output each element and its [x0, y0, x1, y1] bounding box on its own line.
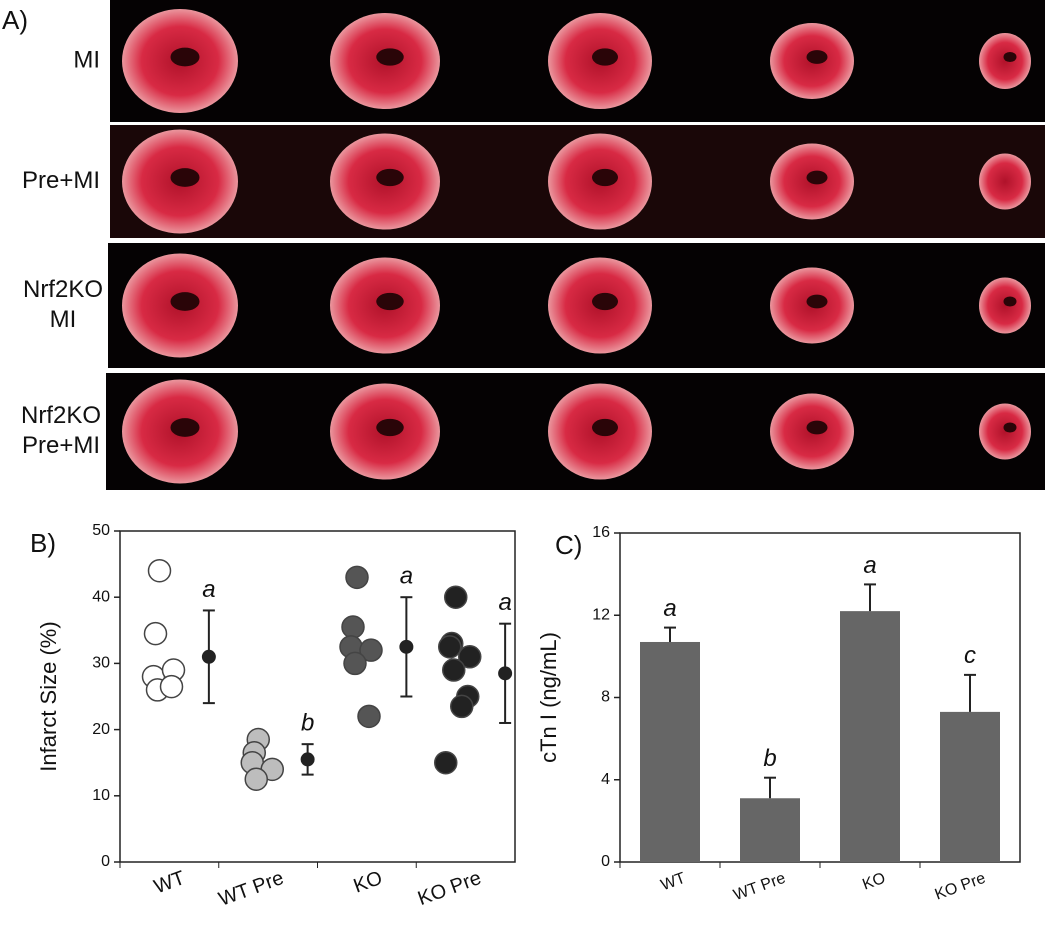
heart-slice [979, 277, 1031, 334]
data-point [442, 658, 466, 682]
lumen [592, 418, 618, 437]
lumen [376, 48, 404, 66]
row-label: Pre+MI [22, 167, 100, 194]
bar [740, 798, 800, 862]
y-tick-label: 20 [92, 721, 110, 738]
x-tick-label: WT [151, 867, 188, 898]
annotation: a [498, 589, 511, 616]
y-tick-label: 12 [592, 606, 610, 623]
data-point [147, 558, 172, 583]
lumen [806, 50, 828, 64]
y-axis-label: Infarct Size (%) [36, 621, 61, 771]
annotation: a [400, 563, 413, 590]
y-tick-label: 50 [92, 522, 110, 539]
row-label: Nrf2KO [21, 402, 101, 429]
row-label: Pre+MI [22, 432, 100, 459]
row-label: MI [50, 306, 77, 333]
y-tick-label: 30 [92, 655, 110, 672]
lumen [376, 418, 404, 437]
lumen [170, 47, 200, 67]
mean-marker [399, 639, 414, 654]
heart-slice [979, 153, 1031, 210]
x-tick-label: KO Pre [415, 867, 484, 910]
lumen [170, 292, 200, 311]
lumen [592, 168, 618, 187]
lumen [170, 418, 200, 437]
data-point [343, 651, 367, 676]
lumen [376, 292, 404, 311]
y-tick-label: 0 [101, 853, 110, 870]
data-point [444, 585, 468, 609]
annotation: a [663, 595, 676, 622]
lumen [1003, 296, 1017, 307]
lumen [806, 294, 828, 309]
y-axis-label: cTn I (ng/mL) [536, 632, 561, 763]
x-tick-label: KO [351, 867, 386, 898]
x-tick-label: KO [860, 870, 888, 894]
data-point [345, 565, 369, 590]
data-point [438, 635, 462, 659]
y-tick-label: 16 [592, 524, 610, 541]
x-tick-label: WT Pre [216, 867, 287, 911]
y-tick-label: 10 [92, 787, 110, 804]
lumen [806, 170, 828, 185]
x-tick-label: WT [659, 870, 688, 895]
mean-marker [498, 666, 513, 681]
lumen [170, 168, 200, 187]
lumen [1003, 51, 1017, 63]
mean-marker [300, 752, 315, 767]
panel-label: B) [30, 528, 56, 558]
annotation: c [964, 642, 976, 669]
x-tick-label: KO Pre [933, 870, 988, 904]
bar [940, 711, 1000, 862]
bar [840, 611, 900, 862]
data-point [143, 621, 168, 646]
data-point [434, 750, 458, 775]
lumen [376, 168, 404, 187]
y-tick-label: 40 [92, 588, 110, 605]
y-tick-label: 0 [601, 853, 610, 870]
lumen [592, 292, 618, 311]
heart-slice [979, 403, 1031, 460]
panel-label: A) [2, 5, 28, 35]
data-point [458, 645, 482, 669]
heart-slice [979, 33, 1031, 89]
data-point [341, 615, 365, 639]
bar [640, 641, 700, 862]
row-label: Nrf2KO [23, 276, 103, 303]
data-point [159, 674, 184, 699]
data-point [244, 767, 268, 791]
annotation: b [763, 745, 776, 772]
lumen [592, 48, 618, 66]
x-tick-label: WT Pre [731, 870, 788, 904]
y-tick-label: 8 [601, 689, 610, 706]
annotation: b [301, 710, 314, 737]
y-tick-label: 4 [601, 771, 610, 788]
row-label: MI [73, 46, 100, 73]
mean-marker [201, 649, 216, 664]
data-point [450, 694, 474, 719]
lumen [1003, 422, 1017, 433]
annotation: a [202, 576, 215, 603]
annotation: a [863, 552, 876, 579]
panel-label: C) [555, 530, 582, 560]
lumen [806, 420, 828, 435]
data-point [359, 638, 383, 662]
data-point [357, 704, 381, 729]
